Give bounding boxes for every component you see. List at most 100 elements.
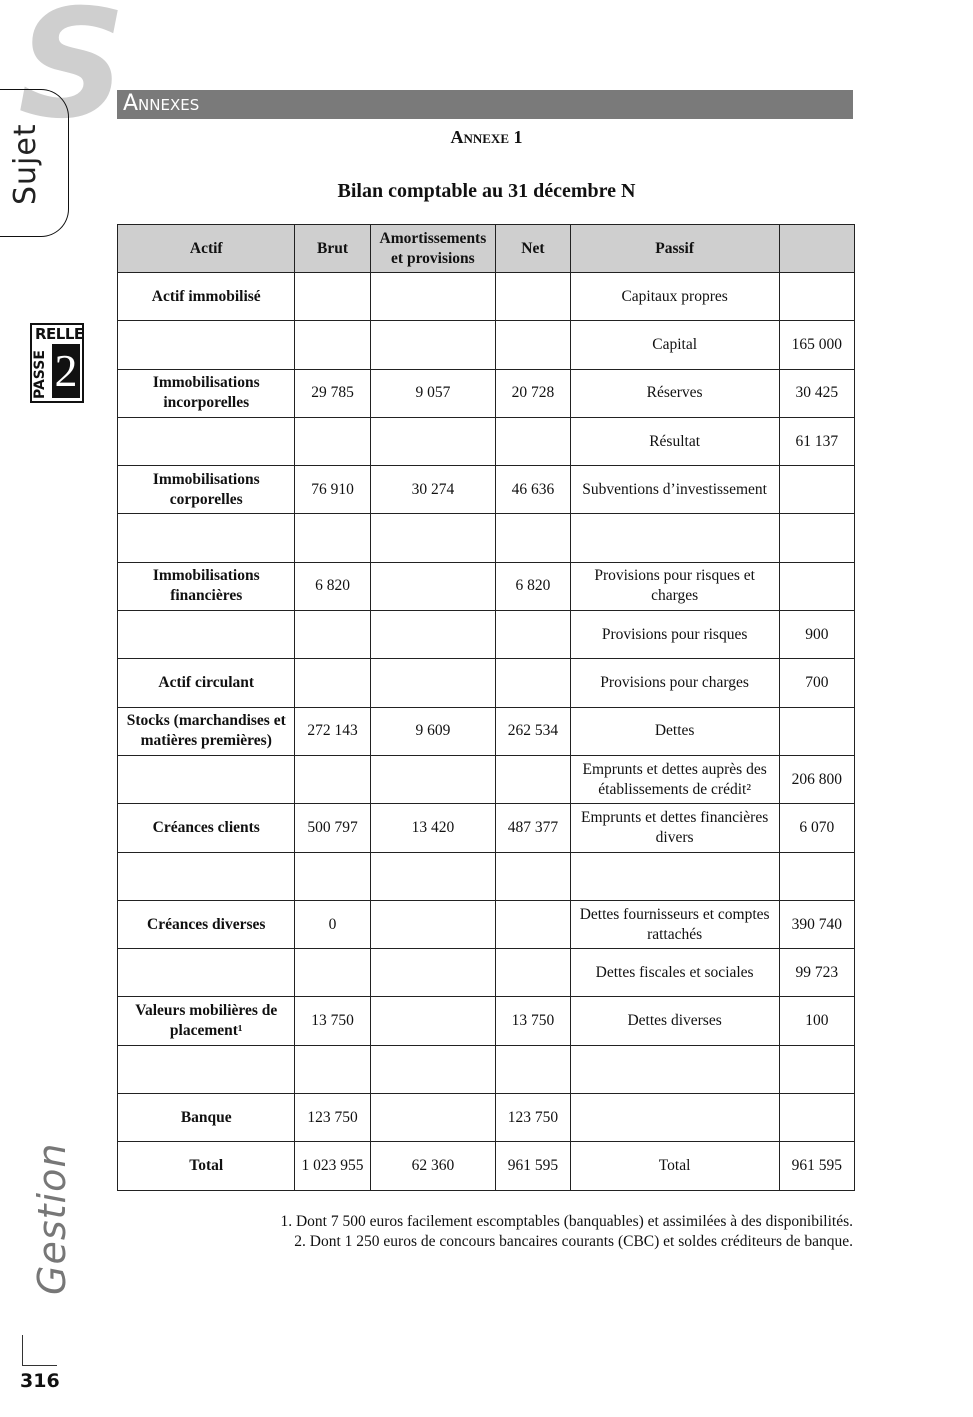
table-row: Dettes fiscales et sociales 99 723 [116, 948, 856, 998]
table-cell [294, 851, 371, 901]
table-row: Banque 123 750 123 750 [116, 1093, 856, 1143]
annexe-heading: Annexe 1 [0, 127, 973, 148]
table-cell: 123 750 [495, 1093, 571, 1143]
table-title: Bilan comptable au 31 décembre N [337, 180, 636, 202]
table-cell: Actif immobilisé [116, 271, 296, 322]
table-row: Créances diverses 0 Dettes fournisseurs et… [116, 899, 856, 950]
table-cell: Immobilisations corporelles [116, 465, 296, 515]
table-cell [369, 271, 497, 322]
table-cell: 1 023 955 [294, 1141, 371, 1191]
table-cell [778, 1044, 856, 1095]
table-cell: Dettes diverses [569, 996, 780, 1046]
table-cell [369, 320, 497, 370]
table-cell: 390 740 [778, 899, 856, 950]
table-cell [495, 271, 571, 322]
table-cell: 165 000 [778, 320, 856, 370]
table-cell [294, 948, 371, 998]
column-header [778, 224, 856, 273]
table-cell [116, 610, 296, 660]
watermark-letter: S [18, 0, 127, 152]
table-cell [294, 320, 371, 370]
table-cell [778, 465, 856, 515]
table-cell [369, 948, 497, 998]
table-row: Emprunts et dettes auprès des établissem… [116, 754, 856, 805]
table-cell [116, 416, 296, 467]
table-row: Immobilisations corporelles 76 910 30 274 4… [116, 465, 856, 515]
column-header: Brut [294, 224, 371, 273]
table-cell: Stocks (marchandises et matières premièr… [116, 706, 296, 756]
table-cell [495, 658, 571, 708]
table-cell: 100 [778, 996, 856, 1046]
table-cell [369, 754, 497, 805]
table-cell [369, 1093, 497, 1143]
table-cell [294, 513, 371, 563]
table-cell [778, 1093, 856, 1143]
table-cell: 9 057 [369, 368, 497, 418]
sujet-tab [0, 89, 69, 237]
table-cell [778, 851, 856, 901]
logo-top-text: RELLE [35, 325, 84, 343]
page-number: 316 [20, 1370, 60, 1392]
table-cell: 13 750 [294, 996, 371, 1046]
table-cell: Banque [116, 1093, 296, 1143]
page-corner-mark [22, 1335, 57, 1366]
table-cell [495, 948, 571, 998]
table-cell: 9 609 [369, 706, 497, 756]
table-cell [495, 754, 571, 805]
table-cell: 900 [778, 610, 856, 660]
table-cell: Valeurs mobilières de placement¹ [116, 996, 296, 1046]
table-cell: 700 [778, 658, 856, 708]
table-cell: Dettes [569, 706, 780, 756]
table-row: Provisions pour risques 900 [116, 610, 856, 660]
table-header-row: Actif Brut Amortissements et provisions Net… [116, 224, 856, 273]
table-cell [369, 513, 497, 563]
table-row: Immobilisations financières 6 820 6 820 Pro… [116, 561, 856, 612]
footnote-2: 2. Dont 1 250 euros de concours bancaire… [294, 1233, 853, 1250]
footnotes: 1. Dont 7 500 euros facilement escomptab… [280, 1212, 853, 1252]
table-row: Valeurs mobilières de placement¹ 13 750 13… [116, 996, 856, 1046]
table-row: Actif circulant Provisions pour charges 70… [116, 658, 856, 708]
table-cell: Immobilisations financières [116, 561, 296, 612]
table-cell: 272 143 [294, 706, 371, 756]
table-cell: 30 274 [369, 465, 497, 515]
table-row: Résultat 61 137 [116, 416, 856, 467]
column-header: Amortissements et provisions [369, 224, 497, 273]
table-cell [495, 416, 571, 467]
table-cell [369, 996, 497, 1046]
table-cell: Dettes fournisseurs et comptes rattachés [569, 899, 780, 950]
table-cell: 6 820 [495, 561, 571, 612]
table-cell: Capitaux propres [569, 271, 780, 322]
table-cell: Réserves [569, 368, 780, 418]
table-row: Stocks (marchandises et matières premièr… [116, 706, 856, 756]
footnote-1: 1. Dont 7 500 euros facilement escomptab… [280, 1213, 853, 1230]
table-cell [369, 610, 497, 660]
table-cell [369, 851, 497, 901]
table-cell [116, 754, 296, 805]
table-cell [495, 899, 571, 950]
table-cell: Capital [569, 320, 780, 370]
table-cell [294, 754, 371, 805]
table-row: Actif immobilisé Capitaux propres [116, 271, 856, 322]
table-cell [116, 851, 296, 901]
table-cell: Total [116, 1141, 296, 1191]
table-cell: 961 595 [778, 1141, 856, 1191]
table-cell: Immobilisations incorporelles [116, 368, 296, 418]
table-row [116, 1044, 856, 1095]
section-title: Annexes [123, 91, 200, 116]
table-cell: Emprunts et dettes auprès des établissem… [569, 754, 780, 805]
column-header: Passif [569, 224, 780, 273]
table-cell [569, 1044, 780, 1095]
table-cell: Créances diverses [116, 899, 296, 950]
table-row [116, 851, 856, 901]
gestion-label: Gestion [30, 1142, 74, 1295]
table-cell: Résultat [569, 416, 780, 467]
column-header: Actif [116, 224, 296, 273]
table-cell: 0 [294, 899, 371, 950]
table-cell [778, 706, 856, 756]
table-cell [294, 610, 371, 660]
table-cell [369, 1044, 497, 1095]
table-cell: 123 750 [294, 1093, 371, 1143]
table-cell [778, 513, 856, 563]
table-cell: 961 595 [495, 1141, 571, 1191]
table-cell [369, 658, 497, 708]
